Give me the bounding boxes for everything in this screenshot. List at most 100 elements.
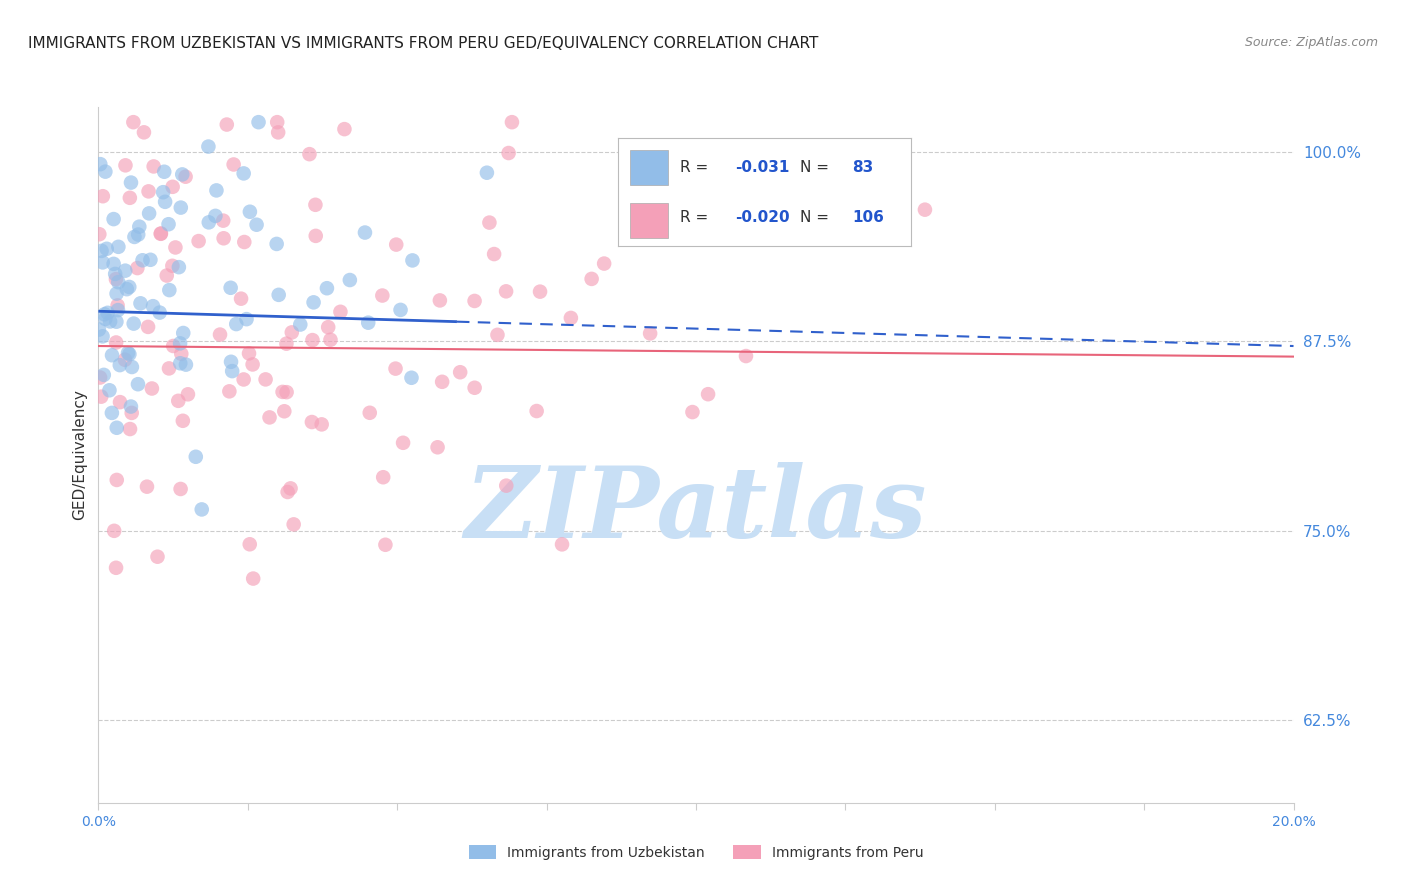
- Point: [127, 227, 149, 242]
- Point: [105, 315, 128, 329]
- Point: [103, 524, 125, 538]
- Point: [638, 326, 661, 341]
- Point: [316, 320, 339, 334]
- Point: [101, 348, 124, 362]
- Point: [167, 393, 190, 408]
- Point: [174, 169, 197, 184]
- Point: [87, 322, 110, 336]
- Point: [172, 168, 194, 182]
- Point: [121, 359, 143, 374]
- Point: [298, 147, 321, 161]
- Point: [101, 406, 124, 420]
- Point: [91, 329, 114, 343]
- Point: [238, 346, 260, 360]
- Point: [239, 537, 262, 551]
- Point: [136, 319, 159, 334]
- Point: [305, 228, 328, 243]
- Point: [593, 256, 616, 270]
- Point: [254, 372, 277, 386]
- Point: [357, 316, 380, 330]
- Point: [139, 252, 162, 267]
- Point: [104, 272, 127, 286]
- Point: [142, 160, 165, 174]
- Point: [329, 305, 352, 319]
- Point: [526, 404, 548, 418]
- Point: [301, 333, 323, 347]
- Point: [108, 358, 131, 372]
- Point: [232, 372, 254, 386]
- Point: [93, 368, 115, 382]
- Point: [90, 390, 112, 404]
- Point: [105, 421, 128, 435]
- Point: [280, 482, 302, 496]
- Point: [697, 387, 720, 401]
- Point: [277, 485, 299, 500]
- Point: [233, 235, 256, 249]
- Point: [212, 231, 235, 245]
- Point: [136, 480, 159, 494]
- Point: [482, 247, 505, 261]
- Point: [107, 298, 129, 312]
- Point: [232, 166, 254, 180]
- Point: [146, 549, 169, 564]
- Point: [339, 273, 361, 287]
- Point: [242, 358, 264, 372]
- Point: [290, 318, 312, 332]
- Point: [129, 296, 152, 310]
- Point: [267, 125, 290, 139]
- Point: [114, 263, 136, 277]
- Point: [128, 219, 150, 234]
- Point: [235, 312, 257, 326]
- Point: [103, 212, 125, 227]
- Point: [197, 139, 219, 153]
- Point: [138, 206, 160, 220]
- Point: [551, 537, 574, 551]
- Point: [229, 292, 252, 306]
- Point: [131, 253, 153, 268]
- Point: [197, 215, 219, 229]
- Text: Source: ZipAtlas.com: Source: ZipAtlas.com: [1244, 36, 1378, 49]
- Point: [212, 213, 235, 227]
- Point: [105, 335, 128, 350]
- Point: [91, 255, 114, 269]
- Point: [371, 288, 394, 302]
- Point: [187, 234, 209, 248]
- Point: [283, 517, 305, 532]
- Point: [221, 364, 243, 378]
- Point: [218, 384, 240, 399]
- Point: [89, 370, 111, 384]
- Point: [205, 183, 228, 197]
- Point: [319, 333, 342, 347]
- Point: [97, 306, 120, 320]
- Point: [156, 268, 179, 283]
- Point: [115, 282, 138, 296]
- Point: [247, 115, 270, 129]
- Point: [273, 404, 295, 418]
- Point: [94, 312, 117, 326]
- Point: [91, 189, 114, 203]
- Point: [464, 293, 486, 308]
- Point: [90, 244, 112, 258]
- Point: [107, 240, 129, 254]
- Point: [311, 417, 333, 432]
- Point: [107, 275, 129, 289]
- Point: [316, 281, 339, 295]
- Point: [333, 122, 356, 136]
- Point: [118, 422, 141, 436]
- Point: [105, 473, 128, 487]
- Point: [222, 157, 245, 171]
- Point: [114, 158, 136, 172]
- Point: [560, 310, 582, 325]
- Text: 20.0%: 20.0%: [1271, 815, 1316, 829]
- Point: [167, 260, 190, 274]
- Point: [124, 230, 146, 244]
- Point: [127, 261, 149, 276]
- Point: [682, 405, 704, 419]
- Point: [141, 382, 163, 396]
- Point: [271, 384, 294, 399]
- Legend: Immigrants from Uzbekistan, Immigrants from Peru: Immigrants from Uzbekistan, Immigrants f…: [463, 839, 929, 865]
- Point: [172, 326, 194, 340]
- Point: [259, 410, 281, 425]
- Point: [266, 236, 288, 251]
- Point: [127, 377, 149, 392]
